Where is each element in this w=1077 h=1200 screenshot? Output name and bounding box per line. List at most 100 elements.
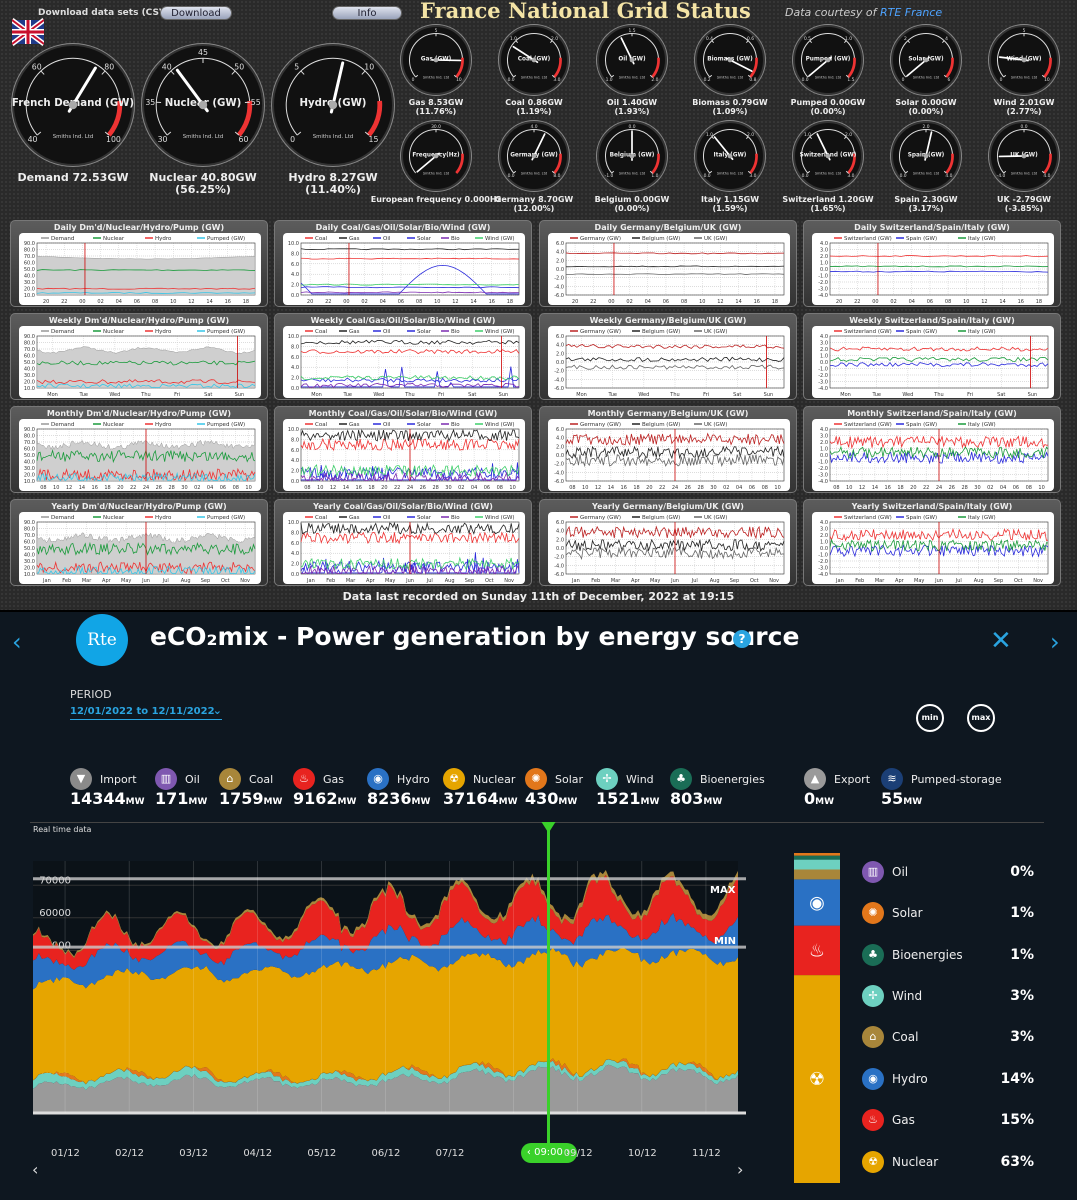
- chart-panel[interactable]: Yearly Dm'd/Nuclear/Hydro/Pump (GW) Deman…: [10, 499, 268, 586]
- x-tick-label: 10: [699, 299, 705, 305]
- x-tick-label: Sep: [994, 578, 1003, 584]
- y-tick-label: 50.0: [24, 267, 35, 273]
- max-button[interactable]: max: [967, 704, 995, 732]
- y-tick-label: 8.0: [291, 344, 299, 350]
- gauge-tick: [361, 70, 366, 75]
- gauge-red-zone: [455, 57, 464, 78]
- gauge-tick-label: 0: [1000, 77, 1003, 83]
- legend-label: Spain (GW): [906, 422, 937, 428]
- chart-panel[interactable]: Weekly Germany/Belgium/UK (GW) Germany (G…: [539, 313, 797, 400]
- y-tick-label: 80.0: [24, 341, 35, 347]
- time-cursor-handle[interactable]: [541, 822, 556, 833]
- mini-chart-bg: [812, 233, 1054, 305]
- chart-panel[interactable]: Daily Dm'd/Nuclear/Hydro/Pump (GW) Demand…: [10, 220, 268, 307]
- x-tick-label: 30: [181, 485, 187, 491]
- next-arrow-icon[interactable]: ›: [1050, 628, 1060, 656]
- gauge-tick: [709, 74, 713, 78]
- y-tick-label: 0.0: [556, 453, 564, 459]
- mini-chart[interactable]: Coal Gas Oil Solar Bio Wind (GW) 10.0 8.0 6.0 4.0…: [283, 326, 525, 398]
- gauge-tick: [453, 74, 457, 78]
- y-tick-label: -2.0: [818, 280, 828, 286]
- y-tick-label: -4.0: [554, 377, 564, 383]
- x-tick-label: 14: [206, 299, 212, 305]
- previous-arrow-icon[interactable]: ‹: [12, 628, 22, 656]
- time-cursor-badge[interactable]: ‹ 09:00 ›: [520, 1143, 577, 1163]
- x-tick-label: 10: [170, 299, 176, 305]
- data-courtesy: Data courtesy of RTE France: [785, 6, 942, 19]
- chart-panel[interactable]: Monthly Switzerland/Spain/Italy (GW) Swit…: [803, 406, 1061, 493]
- gauge-caption: Wind 2.01GW (2.77%): [934, 98, 1077, 116]
- legend-name: Coal: [892, 1030, 919, 1044]
- y-tick-label: 90.0: [24, 241, 35, 247]
- x-tick-label: 02/12: [115, 1148, 144, 1159]
- x-tick-label: 04: [116, 299, 122, 305]
- chart-next-icon[interactable]: ›: [737, 1160, 744, 1179]
- mini-chart[interactable]: Germany (GW) Belgium (GW) UK (GW) 6.0 4.0 2.0…: [548, 512, 790, 584]
- chart-panel[interactable]: Yearly Switzerland/Spain/Italy (GW) Switz…: [803, 499, 1061, 586]
- x-tick-label: Tue: [78, 392, 88, 398]
- source-label: Solar: [555, 773, 584, 786]
- chart-panel[interactable]: Weekly Coal/Gas/Oil/Solar/Bio/Wind (GW) C…: [274, 313, 532, 400]
- chart-panel[interactable]: Weekly Switzerland/Spain/Italy (GW) Switz…: [803, 313, 1061, 400]
- mini-chart[interactable]: Demand Nuclear Hydro Pumped (GW) 90.080.070.…: [19, 233, 261, 305]
- mini-chart[interactable]: Demand Nuclear Hydro Pumped (GW) 90.080.070.…: [19, 419, 261, 491]
- mini-chart[interactable]: Coal Gas Oil Solar Bio Wind (GW) 10.0 8.0 6.0 4.0…: [283, 512, 525, 584]
- gauge-tick-label: 10: [364, 63, 374, 72]
- close-icon[interactable]: ✕: [990, 626, 1012, 656]
- uk-flag-icon[interactable]: [12, 10, 44, 52]
- mini-chart[interactable]: Switzerland (GW) Spain (GW) Italy (GW)4.03…: [812, 233, 1054, 305]
- chart-panel[interactable]: Weekly Dm'd/Nuclear/Hydro/Pump (GW) Deman…: [10, 313, 268, 400]
- mini-chart[interactable]: Demand Nuclear Hydro Pumped (GW) 90.080.070.…: [19, 326, 261, 398]
- x-tick-label: 08: [304, 485, 310, 491]
- chart-panel[interactable]: Yearly Germany/Belgium/UK (GW) Germany (G…: [539, 499, 797, 586]
- chart-panel[interactable]: Monthly Dm'd/Nuclear/Hydro/Pump (GW) Dema…: [10, 406, 268, 493]
- download-button[interactable]: Download: [160, 6, 232, 20]
- oil-barrel-icon: ▥: [862, 861, 884, 883]
- y-tick-label: 4.0: [291, 365, 299, 371]
- chart-panel-title: Monthly Coal/Gas/Oil/Solar/Bio/Wind (GW): [308, 409, 498, 418]
- generation-stacked-area-chart[interactable]: 010000200003000040000500006000070000MAXM…: [0, 817, 760, 1152]
- legend-label: Wind (GW): [485, 422, 515, 428]
- legend-label: Gas: [349, 329, 360, 335]
- min-button[interactable]: min: [916, 704, 944, 732]
- x-tick-label: Jun: [141, 578, 150, 584]
- chart-panel[interactable]: Daily Coal/Gas/Oil/Solar/Bio/Wind (GW) Co…: [274, 220, 532, 307]
- x-tick-label: 16: [92, 485, 98, 491]
- mini-chart[interactable]: Germany (GW) Belgium (GW) UK (GW) 6.0 4.0 2.0…: [548, 233, 790, 305]
- chart-panel[interactable]: Daily Germany/Belgium/UK (GW) Germany (GW…: [539, 220, 797, 307]
- series-line: [300, 286, 520, 289]
- chart-panel[interactable]: Daily Switzerland/Spain/Italy (GW) Switze…: [803, 220, 1061, 307]
- x-tick-label: 18: [507, 299, 513, 305]
- mini-chart[interactable]: Germany (GW) Belgium (GW) UK (GW) 6.0 4.0 2.0…: [548, 326, 790, 398]
- mini-chart[interactable]: Germany (GW) Belgium (GW) UK (GW) 6.0 4.0 2.0…: [548, 419, 790, 491]
- mini-chart[interactable]: Coal Gas Oil Solar Bio Wind (GW) 10.0 8.0 6.0 4.0…: [283, 419, 525, 491]
- x-tick-label: 28: [697, 485, 703, 491]
- share-segment-gas: [794, 925, 840, 976]
- mini-chart[interactable]: Demand Nuclear Hydro Pumped (GW) 90.080.070.…: [19, 512, 261, 584]
- y-tick-label: 70.0: [24, 347, 35, 353]
- chart-panel[interactable]: Monthly Coal/Gas/Oil/Solar/Bio/Wind (GW)…: [274, 406, 532, 493]
- gauge-tick-label: 50: [234, 63, 244, 72]
- y-tick-label: 1.0: [820, 261, 828, 267]
- chart-panel[interactable]: Yearly Coal/Gas/Oil/Solar/Bio/Wind (GW) C…: [274, 499, 532, 586]
- page-title: France National Grid Status: [420, 0, 751, 23]
- gauge-red-zone: [945, 57, 954, 78]
- y-tick-label: 60.0: [24, 261, 35, 267]
- chart-prev-icon[interactable]: ‹: [32, 1160, 39, 1179]
- help-icon[interactable]: ?: [733, 630, 751, 648]
- period-select[interactable]: 12/01/2022 to 12/11/2022 ⌄: [70, 704, 222, 720]
- mini-chart[interactable]: Switzerland (GW) Spain (GW) Italy (GW)4.03…: [812, 326, 1054, 398]
- gauge-caption-value: Italy 1.15GW: [700, 195, 760, 204]
- x-tick-label: 11/12: [691, 1148, 721, 1159]
- chart-panel-title: Weekly Coal/Gas/Oil/Solar/Bio/Wind (GW): [310, 316, 496, 325]
- leaf-icon: ♣: [862, 944, 884, 966]
- y-tick-label: 10.0: [288, 427, 299, 433]
- mini-chart[interactable]: Switzerland (GW) Spain (GW) Italy (GW)4.03…: [812, 512, 1054, 584]
- chart-panel[interactable]: Monthly Germany/Belgium/UK (GW) Germany (…: [539, 406, 797, 493]
- chevron-down-icon[interactable]: ⌄: [212, 704, 222, 717]
- mini-chart[interactable]: Switzerland (GW) Spain (GW) Italy (GW)4.03…: [812, 419, 1054, 491]
- info-button[interactable]: Info: [332, 6, 402, 20]
- mini-chart[interactable]: Coal Gas Oil Solar Bio Wind (GW) 10.0 8.0 6.0 4.0…: [283, 233, 525, 305]
- series-line: [300, 377, 520, 383]
- rte-france-link[interactable]: RTE France: [879, 6, 943, 19]
